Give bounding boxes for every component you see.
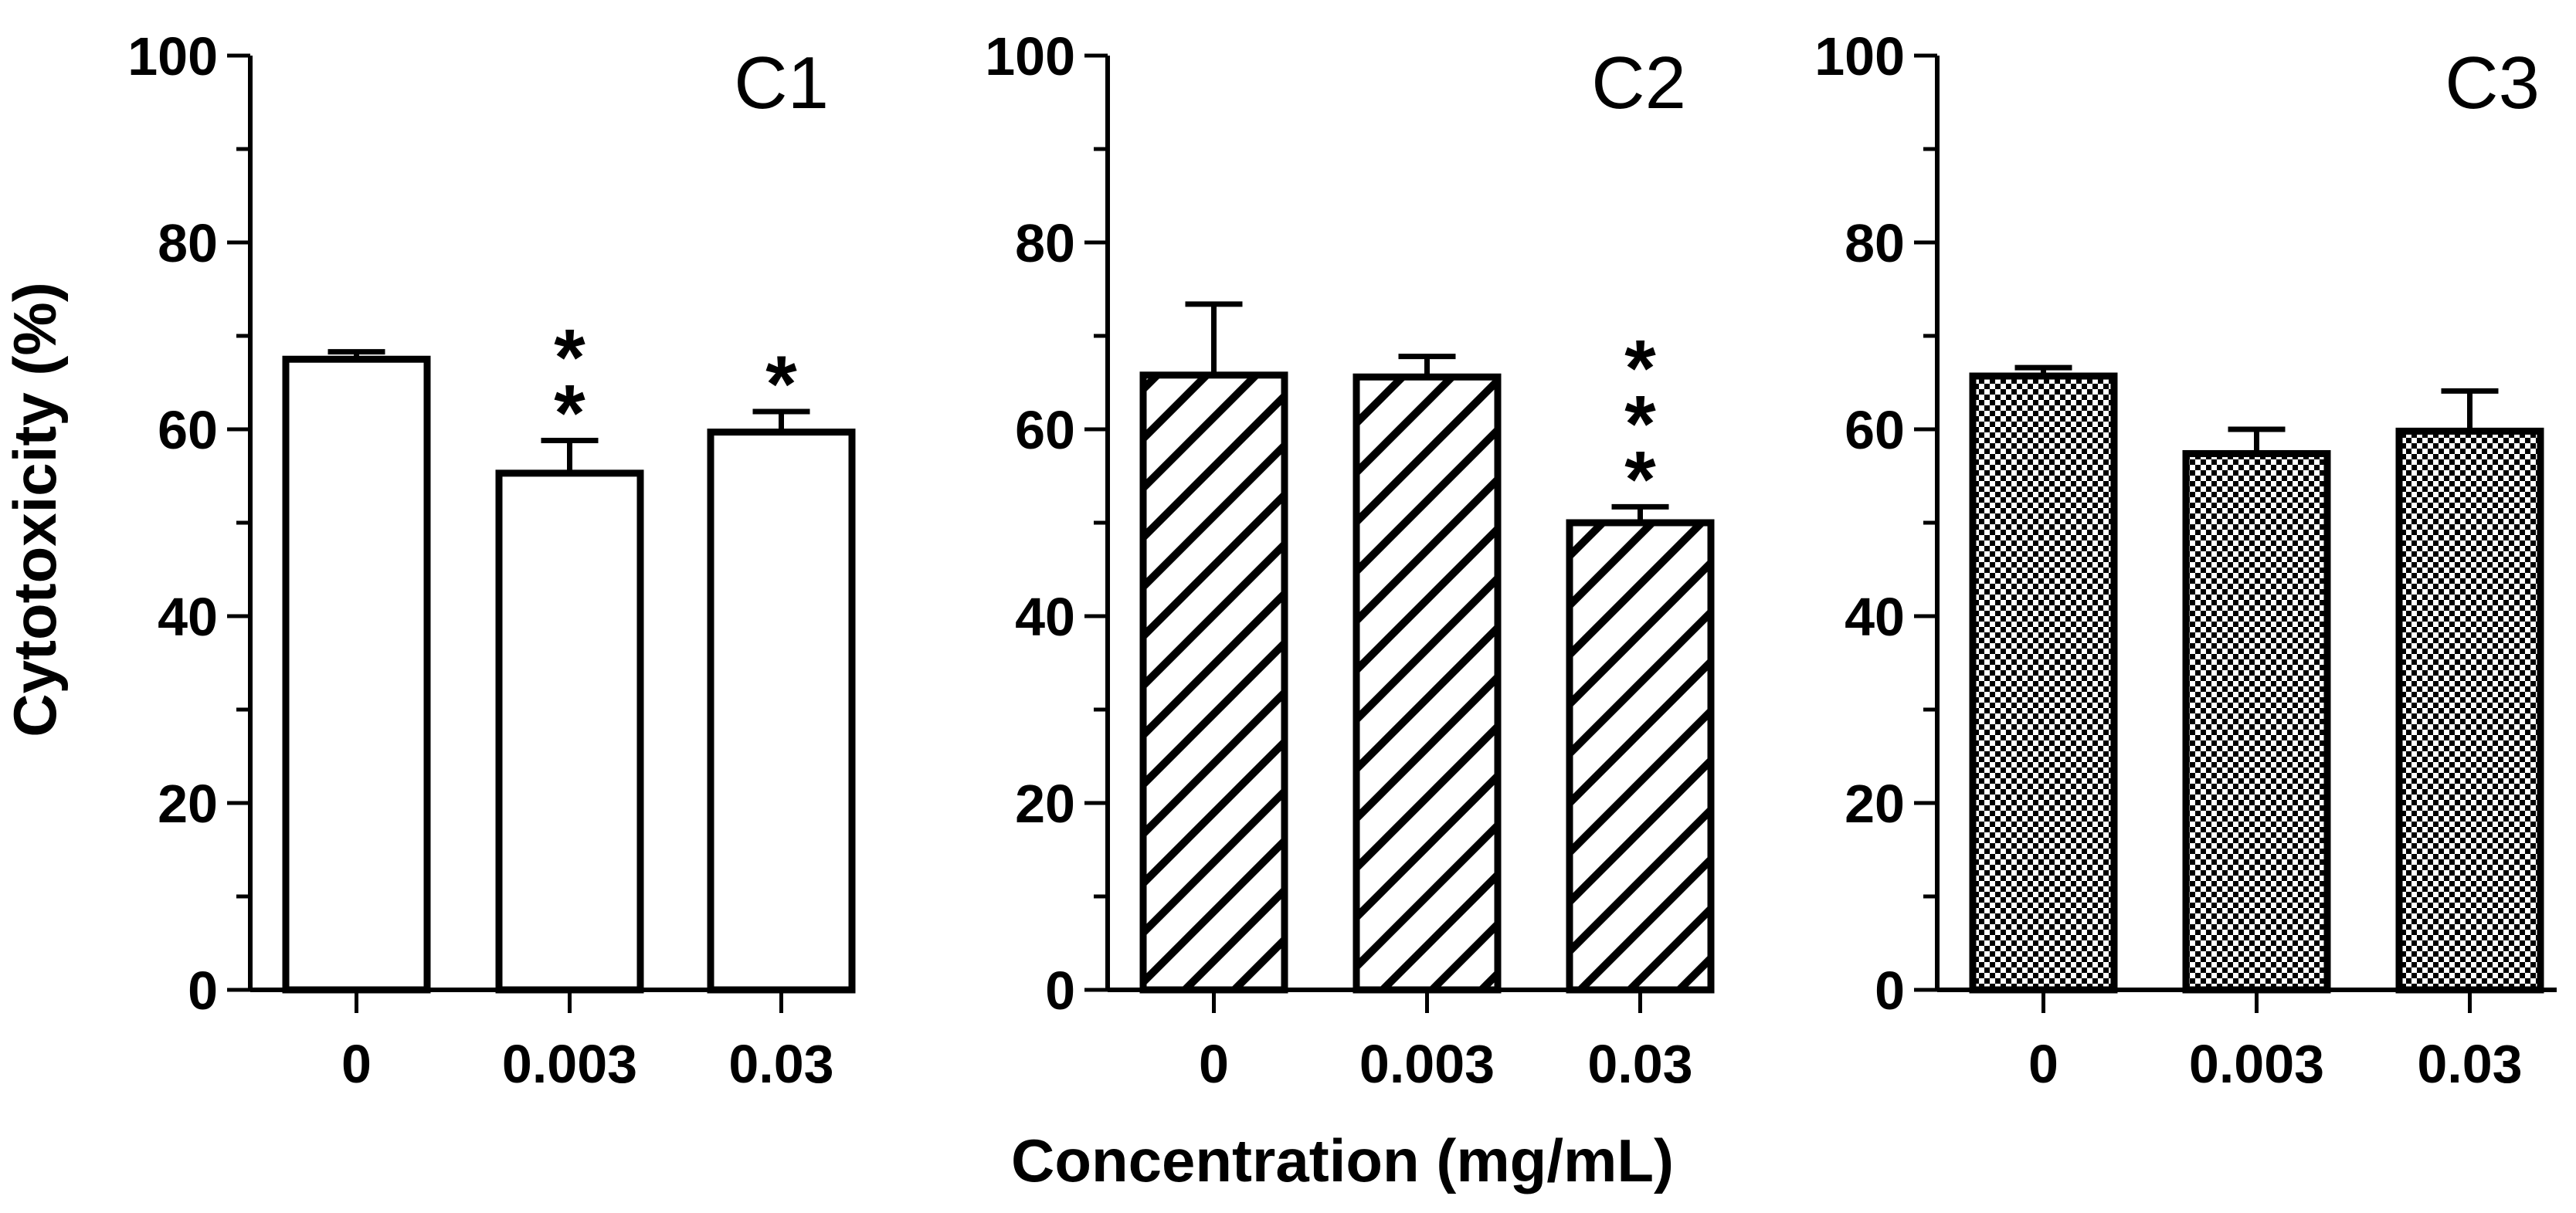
significance-star: * — [1624, 379, 1656, 469]
y-tick-label: 20 — [1845, 774, 1905, 834]
y-tick-label: 100 — [1814, 26, 1905, 86]
x-tick-label: 0.03 — [1587, 1034, 1692, 1094]
panel-label: C3 — [2445, 42, 2540, 124]
x-tick-label: 0 — [341, 1034, 372, 1094]
y-tick-label: 60 — [1015, 400, 1075, 460]
y-tick-label: 60 — [158, 400, 218, 460]
significance-star: * — [765, 340, 797, 429]
y-tick-label: 80 — [158, 213, 218, 273]
y-tick-label: 40 — [1845, 587, 1905, 647]
significance-star: * — [1624, 435, 1656, 524]
significance-star: * — [554, 369, 585, 459]
bar — [1969, 372, 2118, 994]
significance-star: * — [1624, 324, 1656, 413]
bar — [707, 429, 856, 994]
significance-star: * — [554, 313, 585, 403]
y-tick-label: 100 — [985, 26, 1075, 86]
panel-c3: 0 20 40 60 80 100 C3 0 0.003 0.03 — [1814, 26, 2557, 1094]
panel-label: C1 — [734, 42, 829, 124]
bar — [1139, 371, 1288, 994]
x-tick-label: 0.003 — [1359, 1034, 1495, 1094]
y-tick-label: 100 — [127, 26, 218, 86]
bar — [1352, 373, 1502, 994]
bar — [2395, 427, 2544, 994]
x-axis-title: Concentration (mg/mL) — [1011, 1127, 1674, 1194]
x-tick-label: 0.003 — [502, 1034, 637, 1094]
y-tick-label: 80 — [1845, 213, 1905, 273]
y-tick-label: 40 — [1015, 587, 1075, 647]
y-tick-label: 0 — [188, 961, 218, 1021]
bar — [2182, 449, 2331, 994]
x-tick-label: 0 — [2028, 1034, 2058, 1094]
x-tick-label: 0.003 — [2189, 1034, 2324, 1094]
y-tick-label: 60 — [1845, 400, 1905, 460]
x-tick-label: 0 — [1199, 1034, 1229, 1094]
y-tick-label: 80 — [1015, 213, 1075, 273]
y-axis-title: Cytotoxicity (%) — [1, 282, 69, 737]
x-tick-label: 0.03 — [728, 1034, 833, 1094]
bar — [282, 355, 431, 994]
bar — [1566, 519, 1715, 994]
y-tick-label: 40 — [158, 587, 218, 647]
x-tick-label: 0.03 — [2417, 1034, 2522, 1094]
panel-label: C2 — [1591, 42, 1686, 124]
y-tick-label: 20 — [158, 774, 218, 834]
y-tick-label: 0 — [1045, 961, 1075, 1021]
y-tick-label: 20 — [1015, 774, 1075, 834]
bar — [495, 469, 644, 994]
y-tick-label: 0 — [1875, 961, 1905, 1021]
